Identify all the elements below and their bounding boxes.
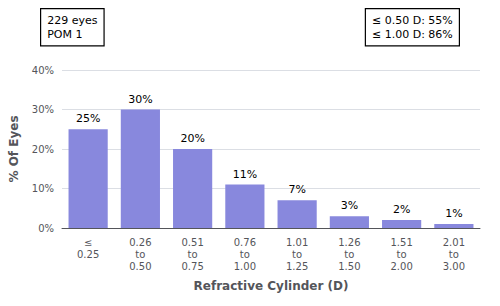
svg-text:30%: 30% [32,104,54,115]
svg-text:25%: 25% [76,112,100,125]
svg-text:20%: 20% [180,132,204,145]
svg-text:2%: 2% [393,203,410,216]
svg-text:229 eyes: 229 eyes [47,14,98,27]
svg-text:1.51: 1.51 [390,237,412,248]
svg-text:40%: 40% [32,65,54,76]
svg-text:10%: 10% [32,183,54,194]
svg-text:7%: 7% [288,183,305,196]
svg-text:to: to [188,249,198,260]
svg-text:1.00: 1.00 [234,261,256,272]
svg-text:1%: 1% [445,207,462,220]
svg-text:0%: 0% [38,223,54,234]
svg-text:1.25: 1.25 [286,261,308,272]
svg-text:11%: 11% [233,168,257,181]
svg-text:0.76: 0.76 [234,237,256,248]
svg-text:2.01: 2.01 [443,237,465,248]
svg-text:1.01: 1.01 [286,237,308,248]
svg-text:1.26: 1.26 [338,237,360,248]
svg-text:to: to [240,249,250,260]
svg-text:3.00: 3.00 [443,261,465,272]
svg-text:2.00: 2.00 [390,261,412,272]
svg-text:3%: 3% [341,199,358,212]
svg-text:Refractive Cylinder (D): Refractive Cylinder (D) [194,279,349,293]
svg-text:≤ 1.00 D: 86%: ≤ 1.00 D: 86% [372,28,453,41]
svg-text:0.51: 0.51 [181,237,203,248]
svg-text:0.26: 0.26 [129,237,151,248]
svg-text:POM 1: POM 1 [47,28,82,41]
svg-text:≤ 0.50 D: 55%: ≤ 0.50 D: 55% [372,14,453,27]
svg-text:to: to [449,249,459,260]
svg-text:≤: ≤ [84,237,92,248]
svg-text:to: to [135,249,145,260]
svg-text:0.50: 0.50 [129,261,151,272]
svg-text:to: to [292,249,302,260]
svg-text:0.25: 0.25 [77,249,99,260]
svg-text:% Of Eyes: % Of Eyes [7,115,21,182]
svg-text:30%: 30% [128,93,152,106]
svg-text:to: to [397,249,407,260]
svg-text:0.75: 0.75 [181,261,203,272]
svg-text:1.50: 1.50 [338,261,360,272]
svg-text:to: to [344,249,354,260]
svg-text:20%: 20% [32,144,54,155]
